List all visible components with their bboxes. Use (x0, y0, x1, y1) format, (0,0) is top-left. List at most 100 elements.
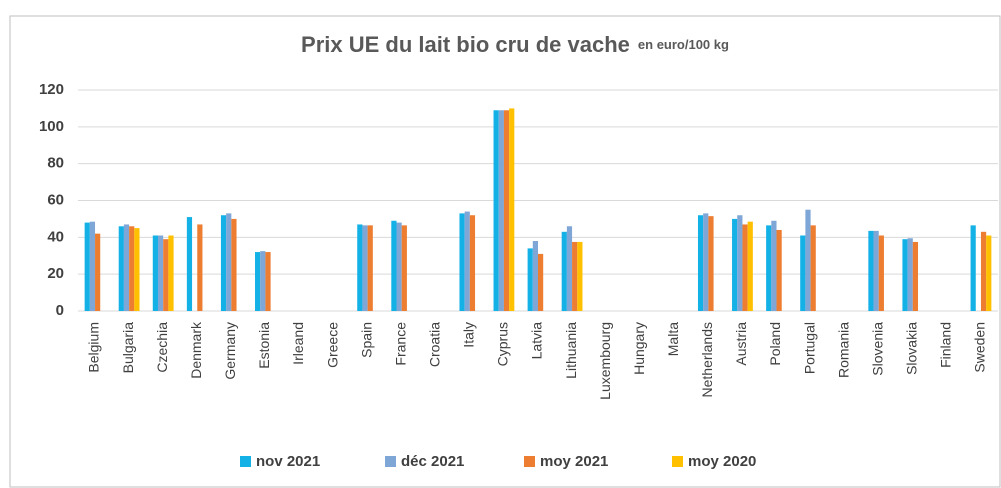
bar (134, 228, 140, 311)
x-tick-label: Cyprus (495, 322, 511, 366)
bar (747, 221, 753, 311)
bar (805, 209, 811, 311)
x-tick-label: Lithuania (563, 322, 579, 379)
title-main: Prix UE du lait bio cru de vache (301, 32, 630, 57)
bar (260, 251, 266, 311)
legend-swatch (524, 456, 535, 467)
x-tick-label: Finland (938, 322, 954, 368)
x-tick-label: Slovenia (869, 322, 885, 376)
x-tick-label: Romania (835, 322, 851, 378)
bar (742, 224, 748, 311)
x-tick-label: Netherlands (699, 322, 715, 398)
bar (367, 225, 373, 311)
legend-label: moy 2021 (540, 453, 608, 470)
bar (226, 213, 232, 311)
bar (572, 241, 578, 311)
bar (123, 224, 130, 311)
y-tick-label: 100 (39, 118, 64, 135)
bar (703, 213, 709, 311)
legend-label: nov 2021 (256, 453, 320, 470)
bar (737, 215, 743, 311)
x-tick-label: Austria (733, 322, 749, 366)
y-tick-label: 0 (56, 302, 64, 319)
bar (878, 235, 884, 311)
bar (459, 213, 465, 311)
legend-label: déc 2021 (401, 453, 464, 470)
x-tick-label: Latvia (529, 322, 545, 360)
bar (970, 225, 976, 311)
x-tick-label: Poland (767, 322, 783, 366)
bar (168, 235, 174, 311)
bar (255, 252, 261, 311)
bar (493, 110, 499, 311)
x-tick-label: Greece (324, 322, 340, 368)
bar (401, 225, 407, 311)
x-tick-label: France (392, 322, 408, 366)
bar (129, 226, 135, 311)
bar (868, 230, 874, 311)
bar (771, 220, 777, 311)
bar (810, 225, 816, 311)
x-tick-label: Italy (461, 322, 477, 348)
bar (873, 230, 879, 311)
bar (708, 216, 714, 311)
x-tick-label: Slovakia (904, 322, 920, 375)
x-tick-label: Croatia (426, 322, 442, 367)
bar (766, 225, 772, 311)
x-tick-label: Bulgaria (120, 322, 136, 374)
bar (538, 253, 544, 311)
bar (527, 248, 533, 311)
x-tick-label: Denmark (188, 321, 204, 379)
x-tick-label: Malta (665, 322, 681, 356)
bar (532, 241, 538, 311)
legend-swatch (385, 456, 396, 467)
bar (396, 222, 402, 311)
bar (498, 110, 504, 311)
bar (197, 224, 203, 311)
x-tick-label: Spain (358, 322, 374, 358)
bar (231, 218, 237, 311)
bar (118, 226, 124, 311)
chart-title: Prix UE du lait bio cru de vache en euro/… (301, 32, 729, 57)
x-tick-label: Hungary (631, 322, 647, 375)
bar (980, 231, 987, 311)
title-sub: en euro/100 kg (638, 37, 729, 52)
bar (800, 235, 806, 311)
bar (912, 241, 919, 311)
y-tick-label: 120 (39, 81, 64, 98)
x-tick-label: Luxembourg (597, 322, 613, 400)
x-tick-label: Czechia (154, 322, 170, 373)
bar (561, 231, 567, 311)
bar (362, 225, 368, 311)
bar (357, 224, 363, 311)
y-tick-label: 80 (47, 155, 64, 172)
y-tick-label: 60 (47, 191, 64, 208)
bar (464, 211, 470, 311)
bar (566, 226, 573, 311)
bar (697, 215, 704, 311)
legend-label: moy 2020 (688, 453, 756, 470)
bar (163, 239, 169, 311)
bar (776, 229, 782, 311)
x-tick-label: Belgium (86, 322, 102, 373)
y-tick-label: 40 (47, 228, 64, 245)
x-tick-label: Germany (222, 322, 238, 380)
x-tick-label: Portugal (801, 322, 817, 374)
bar (503, 110, 510, 311)
bar (186, 217, 193, 311)
bar (84, 222, 90, 311)
bar (732, 218, 738, 311)
bar (907, 238, 913, 311)
bar (152, 235, 158, 311)
x-tick-label: Estonia (256, 322, 272, 369)
bar (95, 233, 101, 311)
bar (220, 215, 227, 311)
x-tick-label: Sweden (972, 322, 988, 373)
bar (986, 235, 992, 311)
legend-swatch (240, 456, 251, 467)
bar (902, 239, 908, 311)
bar (265, 252, 271, 311)
x-tick-label: Irleand (290, 322, 306, 365)
y-tick-label: 20 (47, 265, 64, 282)
bar (157, 235, 164, 311)
